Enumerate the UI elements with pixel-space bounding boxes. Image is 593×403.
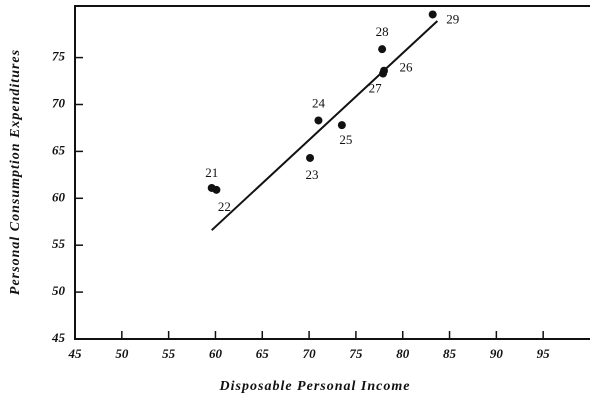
trend-line <box>211 20 439 231</box>
y-tick-label: 75 <box>52 49 66 64</box>
x-tick-label: 50 <box>115 346 129 361</box>
x-tick-label: 55 <box>162 346 176 361</box>
point-label: 21 <box>205 165 218 180</box>
y-tick-label: 70 <box>52 95 66 110</box>
y-tick-label: 50 <box>52 283 66 298</box>
axes <box>74 5 590 340</box>
x-tick-label: 70 <box>303 346 317 361</box>
y-axis-label: Personal Consumption Expenditures <box>8 49 23 295</box>
point <box>306 153 315 162</box>
x-axis-label: Disposable Personal Income <box>219 379 411 394</box>
x-tick-label: 65 <box>256 346 270 361</box>
y-tick-label: 45 <box>51 330 66 345</box>
point-label: 28 <box>376 24 389 39</box>
point <box>337 121 346 130</box>
x-tick-label: 85 <box>443 346 457 361</box>
point-label: 25 <box>339 132 352 147</box>
y-tick-label: 60 <box>52 189 66 204</box>
point-label: 26 <box>400 60 414 75</box>
point <box>212 185 221 194</box>
x-tick-label: 95 <box>537 346 551 361</box>
x-tick-label: 45 <box>68 346 83 361</box>
point-label: 23 <box>306 167 319 182</box>
point-label: 27 <box>369 81 383 96</box>
point-label: 29 <box>446 11 459 26</box>
point <box>428 10 437 19</box>
point-label: 24 <box>312 95 326 110</box>
point <box>314 116 323 125</box>
x-tick-label: 80 <box>396 346 410 361</box>
x-tick-label: 90 <box>490 346 504 361</box>
point-label: 22 <box>218 199 231 214</box>
x-tick-label: 60 <box>209 346 223 361</box>
y-tick-label: 55 <box>52 236 66 251</box>
x-tick-label: 75 <box>349 346 363 361</box>
point <box>378 45 387 54</box>
y-tick-label: 65 <box>52 142 66 157</box>
point <box>379 69 388 78</box>
